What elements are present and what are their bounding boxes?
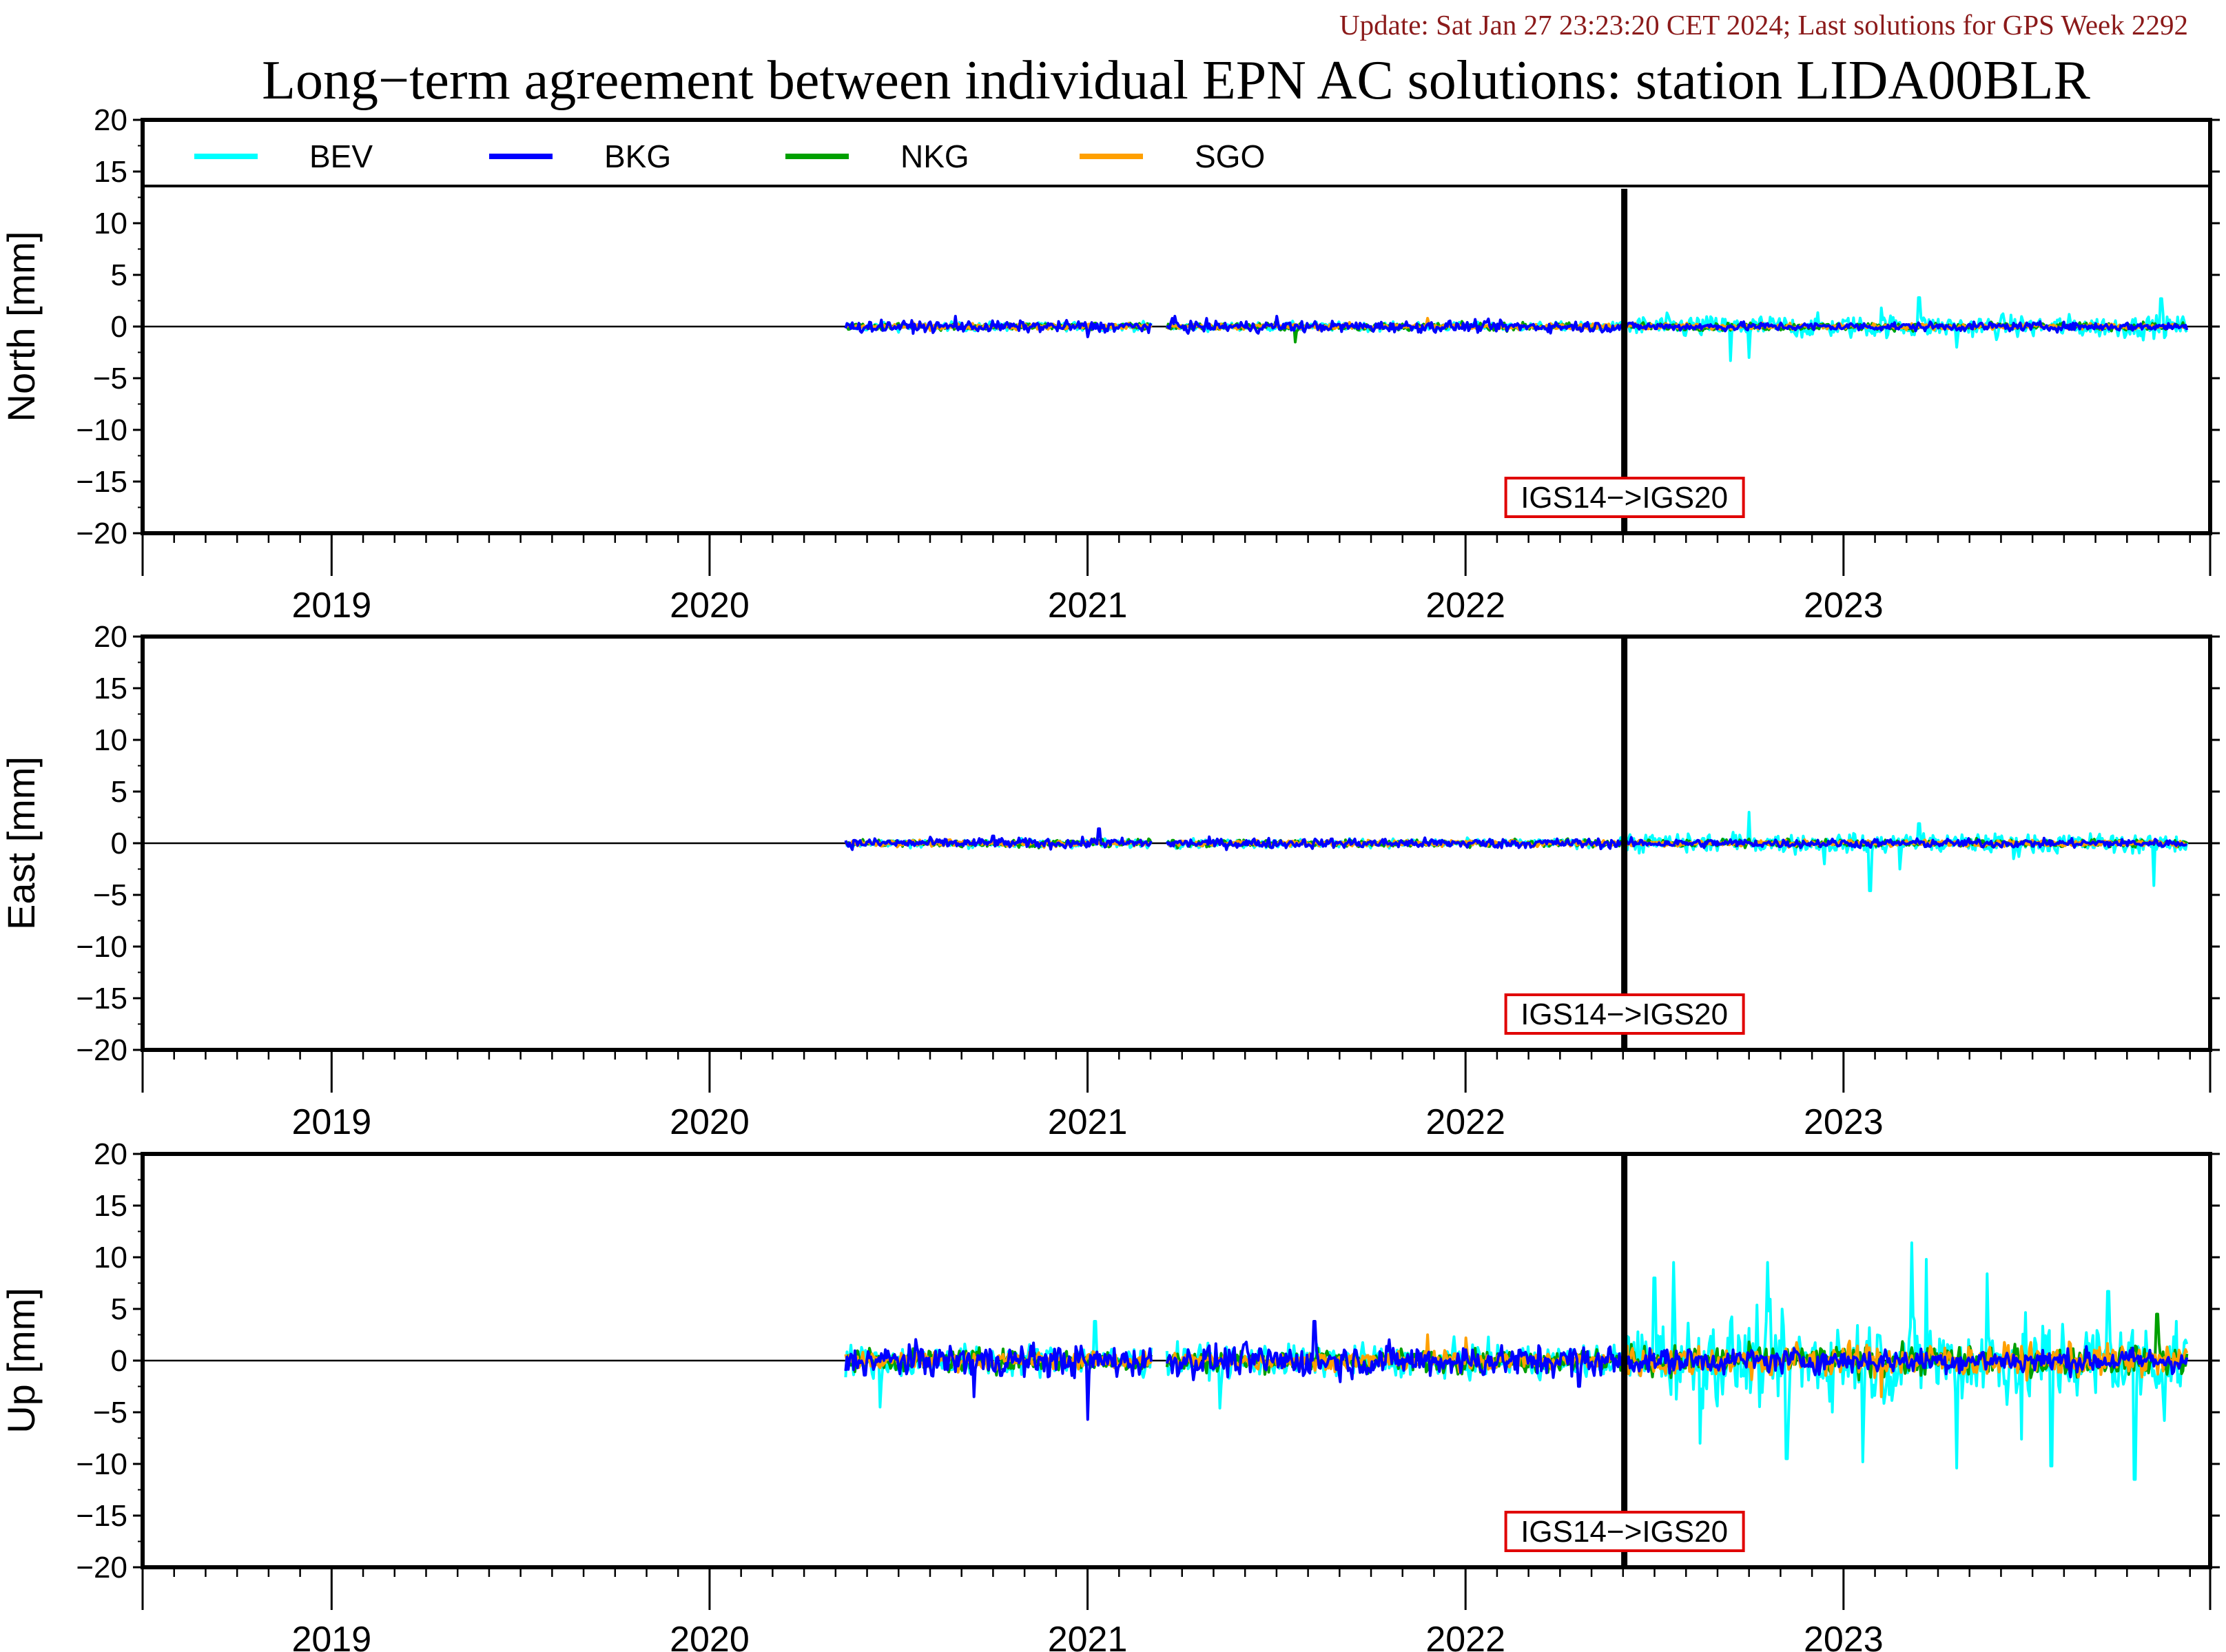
- frame-change-annotation-box: [1504, 477, 1745, 518]
- y-tick-label: 15: [94, 1189, 127, 1223]
- y-tick-label: 10: [94, 723, 127, 757]
- y-tick-label: 10: [94, 1241, 127, 1274]
- x-year-label: 2022: [1425, 1102, 1505, 1142]
- series-line-bkg: [844, 827, 1153, 851]
- y-tick-label: 5: [111, 1292, 127, 1326]
- x-year-label: 2021: [1048, 586, 1128, 626]
- update-timestamp: Update: Sat Jan 27 23:23:20 CET 2024; La…: [1339, 9, 2188, 41]
- legend-label: NKG: [900, 138, 969, 174]
- x-year-label: 2020: [670, 1102, 750, 1142]
- y-tick-label: −5: [93, 878, 127, 912]
- legend-background: [143, 120, 2210, 186]
- frame-change-annotation: IGS14−>IGS20: [1521, 481, 1728, 515]
- x-year-label: 2023: [1804, 586, 1884, 626]
- x-year-label: 2023: [1804, 1102, 1884, 1142]
- y-tick-label: 0: [111, 310, 127, 344]
- y-tick-label: −15: [76, 1499, 127, 1533]
- y-tick-label: 5: [111, 775, 127, 809]
- y-tick-label: 10: [94, 207, 127, 240]
- y-tick-label: 20: [94, 620, 127, 654]
- panel-2: 20 15 10 5 0 −5 −10 −15 −20 Up [mm] IGS14−>IGS20 20…: [0, 1137, 2220, 1652]
- x-year-label: 2023: [1804, 1620, 1884, 1652]
- x-year-label: 2021: [1048, 1102, 1128, 1142]
- y-tick-label: 0: [111, 827, 127, 860]
- y-tick-label: −5: [93, 1396, 127, 1429]
- frame-change-annotation: IGS14−>IGS20: [1521, 1515, 1728, 1549]
- y-tick-label: −20: [76, 517, 127, 550]
- frame-change-annotation-box: [1504, 993, 1745, 1035]
- y-tick-label: 0: [111, 1344, 127, 1378]
- y-tick-label: 15: [94, 672, 127, 705]
- panel-0: 20 15 10 5 0 −5 −10 −15 −20 North [mm] IGS14−>IGS2…: [0, 103, 2220, 626]
- x-year-label: 2019: [291, 586, 371, 626]
- series-line-bev: [1166, 811, 2189, 892]
- x-year-label: 2020: [670, 1620, 750, 1652]
- frame-change-annotation: IGS14−>IGS20: [1521, 998, 1728, 1031]
- legend-label: BEV: [309, 138, 373, 174]
- y-axis-label: Up [mm]: [0, 1288, 43, 1434]
- chart-title: Long−term agreement between individual E…: [262, 50, 2090, 111]
- x-year-label: 2022: [1425, 586, 1505, 626]
- series-line-bkg: [844, 315, 1153, 338]
- panel-1: 20 15 10 5 0 −5 −10 −15 −20 East [mm] IGS14−>IGS20…: [0, 620, 2220, 1142]
- x-year-label: 2019: [291, 1620, 371, 1652]
- series-group: [844, 1241, 2189, 1481]
- y-tick-label: −20: [76, 1551, 127, 1584]
- chart-panels: 20 15 10 5 0 −5 −10 −15 −20 North [mm] IGS14−>IGS2…: [0, 103, 2220, 1652]
- y-tick-label: −5: [93, 362, 127, 395]
- x-year-label: 2019: [291, 1102, 371, 1142]
- y-tick-label: −15: [76, 465, 127, 499]
- x-year-label: 2020: [670, 586, 750, 626]
- y-tick-label: 20: [94, 103, 127, 137]
- series-line-bkg: [844, 1338, 1153, 1421]
- y-tick-label: −10: [76, 413, 127, 447]
- legend-label: BKG: [604, 138, 671, 174]
- y-tick-label: 5: [111, 258, 127, 292]
- y-axis-label: East [mm]: [0, 756, 43, 930]
- x-year-label: 2022: [1425, 1620, 1505, 1652]
- y-tick-label: −10: [76, 1447, 127, 1481]
- series-line-bkg: [1165, 835, 2187, 851]
- panel-frame: [141, 634, 2212, 1052]
- panel-frame: [141, 118, 2212, 535]
- y-tick-label: 20: [94, 1137, 127, 1171]
- series-line-bkg: [1166, 315, 2189, 335]
- y-tick-label: −10: [76, 930, 127, 964]
- series-group: [844, 811, 2189, 892]
- y-axis-label: North [mm]: [0, 231, 43, 422]
- y-tick-label: −20: [76, 1033, 127, 1067]
- series-group: [844, 296, 2189, 362]
- panel-frame: [141, 1152, 2212, 1569]
- legend-label: SGO: [1195, 138, 1265, 174]
- x-year-label: 2021: [1048, 1620, 1128, 1652]
- frame-change-annotation-box: [1504, 1511, 1745, 1552]
- y-tick-label: 15: [94, 155, 127, 189]
- series-line-bkg: [1165, 1320, 2189, 1388]
- y-tick-label: −15: [76, 982, 127, 1015]
